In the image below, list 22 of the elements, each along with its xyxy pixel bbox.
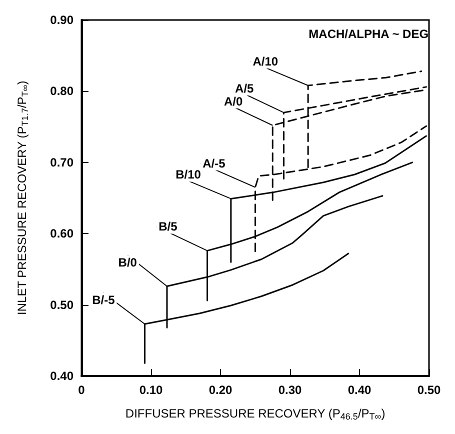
text: B/0: [118, 255, 138, 270]
text: A/-5: [202, 156, 226, 170]
x-tick-label: 0: [78, 383, 86, 397]
x-tick-label: 0.20: [208, 383, 232, 397]
y-tick-label: 0.40: [50, 369, 74, 383]
x-tick-label: 0.40: [348, 383, 372, 397]
y-tick-label: 0.70: [50, 155, 74, 170]
text: A/5: [235, 82, 254, 96]
x-tick-label: 0.50: [417, 383, 441, 397]
text: B/10: [176, 168, 202, 182]
text: B/5: [158, 220, 178, 234]
y-tick-label: 0.90: [50, 13, 74, 27]
legend-title: MACH/ALPHA ~ DEG: [308, 27, 429, 41]
y-tick-label: 0.50: [50, 298, 74, 312]
y-tick-label: 0.60: [50, 226, 74, 241]
x-tick-label: 0.30: [278, 383, 302, 397]
y-tick-label: 0.80: [50, 84, 74, 98]
text: B/-5: [92, 293, 116, 308]
text: A/0: [224, 94, 243, 108]
y-axis-title: INLET PRESSURE RECOVERY (PT1.7/PT∞): [15, 80, 30, 315]
text: A/10: [252, 54, 278, 69]
x-tick-label: 0.10: [139, 383, 163, 397]
